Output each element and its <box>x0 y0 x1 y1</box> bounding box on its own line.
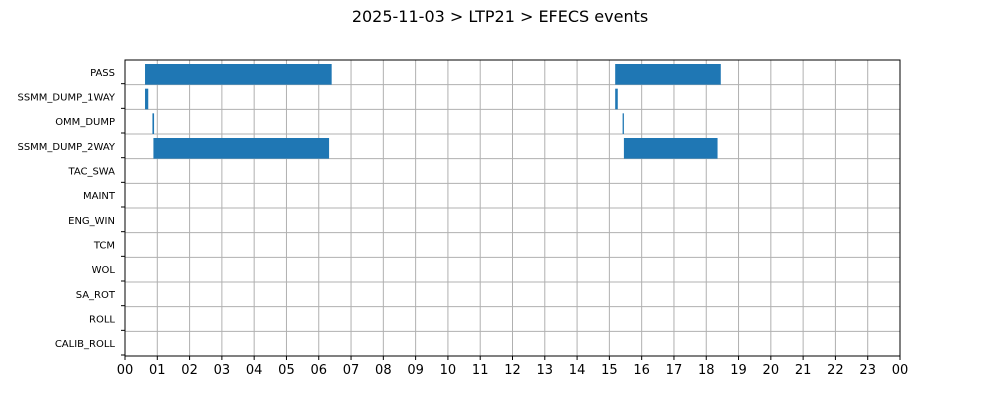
x-tick-label: 09 <box>407 363 424 378</box>
y-tick-label: ENG_WIN <box>68 216 115 227</box>
event-bar-omm-dump <box>152 113 155 134</box>
y-tick-label: ROLL <box>89 315 115 326</box>
y-tick-label: SSMM_DUMP_2WAY <box>17 142 115 153</box>
x-tick-label: 07 <box>343 363 360 378</box>
x-tick-label: 12 <box>504 363 521 378</box>
y-tick-label: CALIB_ROLL <box>55 339 116 350</box>
y-tick-label: OMM_DUMP <box>55 117 115 128</box>
x-tick-label: 18 <box>698 363 715 378</box>
x-tick-label: 20 <box>763 363 780 378</box>
x-tick-label: 08 <box>375 363 392 378</box>
event-bar-ssmm-dump-2way <box>153 138 330 159</box>
x-tick-label: 13 <box>537 363 554 378</box>
x-tick-label: 17 <box>666 363 683 378</box>
y-tick-label: SSMM_DUMP_1WAY <box>17 93 115 104</box>
y-axis: PASS SSMM_DUMP_1WAY OMM_DUMP SSMM_DUMP_2WAY… <box>17 68 125 356</box>
x-tick-label: 11 <box>472 363 489 378</box>
x-tick-label: 06 <box>310 363 327 378</box>
x-tick-label: 04 <box>246 363 263 378</box>
x-tick-label: 14 <box>569 363 586 378</box>
x-tick-label: 22 <box>827 363 844 378</box>
chart-title: 2025-11-03 > LTP21 > EFECS events <box>352 7 648 26</box>
x-axis: 00 01 02 03 04 05 06 07 08 09 10 11 12 13 14 15 16 17 18 19… <box>117 356 909 378</box>
x-tick-label: 16 <box>633 363 650 378</box>
y-tick-label: MAINT <box>83 191 116 202</box>
y-tick-label: SA_ROT <box>76 290 116 301</box>
x-tick-label: 21 <box>795 363 812 378</box>
event-bar-omm-dump <box>622 113 624 134</box>
x-tick-label: 01 <box>149 363 166 378</box>
x-tick-label: 05 <box>278 363 295 378</box>
y-tick-label: WOL <box>92 265 116 276</box>
x-tick-label: 00 <box>117 363 134 378</box>
x-tick-label: 03 <box>214 363 231 378</box>
bar-layer <box>145 64 721 159</box>
x-tick-label: 02 <box>181 363 198 378</box>
x-tick-label: 10 <box>440 363 457 378</box>
event-bar-ssmm-dump-1way <box>145 88 149 110</box>
event-bar-ssmm-dump-2way <box>623 138 718 159</box>
x-tick-label: 15 <box>601 363 618 378</box>
x-tick-label: 23 <box>859 363 876 378</box>
event-bar-pass <box>615 64 721 85</box>
event-bar-pass <box>145 64 332 85</box>
y-tick-label: TCM <box>93 241 115 252</box>
event-bar-ssmm-dump-1way <box>615 88 618 110</box>
x-tick-label: 19 <box>730 363 747 378</box>
grid-layer <box>124 60 901 356</box>
x-tick-label: 00 <box>892 363 909 378</box>
y-tick-label: PASS <box>90 68 115 79</box>
y-tick-label: TAC_SWA <box>67 167 115 178</box>
